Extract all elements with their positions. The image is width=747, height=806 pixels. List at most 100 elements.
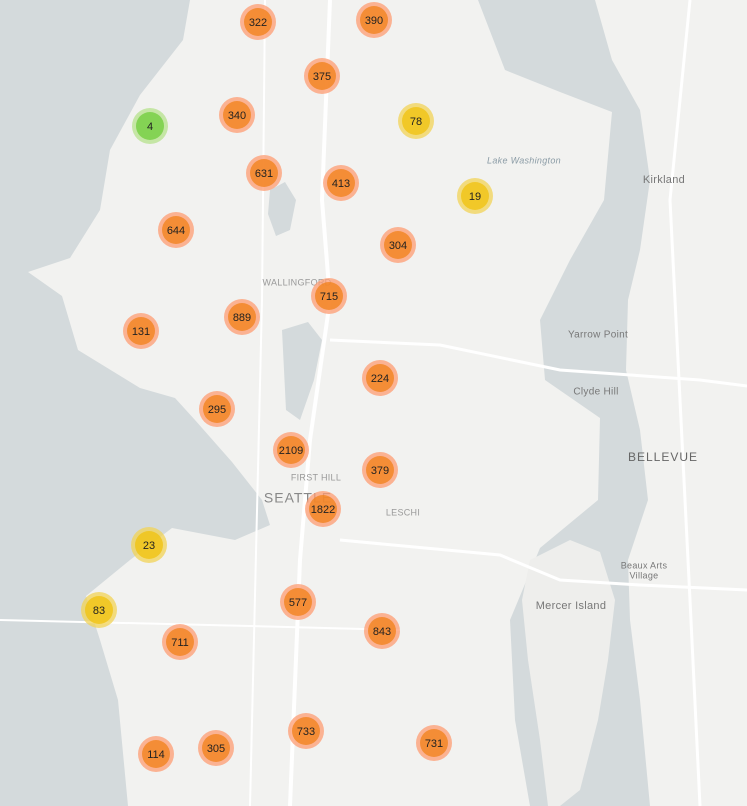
cluster-count: 2109 [279, 445, 303, 457]
cluster-marker[interactable]: 631 [246, 155, 282, 191]
cluster-count: 889 [233, 312, 251, 324]
cluster-marker[interactable]: 114 [138, 736, 174, 772]
cluster-marker[interactable]: 711 [162, 624, 198, 660]
place-label: LESCHI [386, 507, 420, 517]
place-label: Mercer Island [536, 600, 607, 612]
cluster-core [135, 531, 163, 559]
cluster-core [315, 282, 343, 310]
cluster-core [366, 364, 394, 392]
cluster-marker[interactable]: 83 [81, 592, 117, 628]
place-label: Yarrow Point [568, 330, 628, 341]
cluster-marker[interactable]: 322 [240, 4, 276, 40]
green-lake [268, 182, 296, 236]
cluster-count: 322 [249, 17, 267, 29]
cluster-marker[interactable]: 889 [224, 299, 260, 335]
cluster-count: 23 [143, 540, 155, 552]
cluster-marker[interactable]: 733 [288, 713, 324, 749]
cluster-marker[interactable]: 131 [123, 313, 159, 349]
cluster-count: 224 [371, 373, 389, 385]
cluster-core [228, 303, 256, 331]
place-label: BELLEVUE [628, 450, 698, 464]
cluster-core [85, 596, 113, 624]
cluster-core [284, 588, 312, 616]
cluster-marker[interactable]: 375 [304, 58, 340, 94]
cluster-count: 631 [255, 168, 273, 180]
place-label: Beaux Arts [621, 560, 668, 570]
cluster-count: 340 [228, 110, 246, 122]
cluster-count: 83 [93, 605, 105, 617]
cluster-core [384, 231, 412, 259]
cluster-core [309, 495, 337, 523]
cluster-marker[interactable]: 295 [199, 391, 235, 427]
cluster-count: 731 [425, 738, 443, 750]
cluster-count: 1822 [311, 504, 335, 516]
cluster-core [308, 62, 336, 90]
cluster-marker[interactable]: 78 [398, 103, 434, 139]
cluster-core [368, 617, 396, 645]
cluster-core [244, 8, 272, 36]
cluster-core [127, 317, 155, 345]
cluster-core [461, 182, 489, 210]
cluster-core [366, 456, 394, 484]
cluster-marker[interactable]: 379 [362, 452, 398, 488]
cluster-count: 644 [167, 225, 185, 237]
cluster-count: 295 [208, 404, 226, 416]
place-label: Lake Washington [487, 155, 561, 165]
cluster-count: 304 [389, 240, 407, 252]
cluster-marker[interactable]: 224 [362, 360, 398, 396]
lake-union [282, 322, 322, 420]
cluster-core [142, 740, 170, 768]
cluster-core [277, 436, 305, 464]
cluster-core [327, 169, 355, 197]
mercer-island [522, 540, 615, 806]
cluster-count: 711 [171, 637, 189, 649]
cluster-count: 843 [373, 626, 391, 638]
cluster-count: 715 [320, 291, 338, 303]
cluster-core [202, 734, 230, 762]
cluster-marker[interactable]: 731 [416, 725, 452, 761]
place-label: WALLINGFORD [263, 277, 332, 287]
cluster-marker[interactable]: 390 [356, 2, 392, 38]
cluster-core [223, 101, 251, 129]
cluster-count: 413 [332, 178, 350, 190]
cluster-count: 305 [207, 743, 225, 755]
cluster-core [166, 628, 194, 656]
cluster-core [162, 216, 190, 244]
place-label: FIRST HILL [291, 472, 341, 482]
cluster-marker[interactable]: 2109 [273, 432, 309, 468]
cluster-count: 114 [147, 749, 165, 761]
place-label: Kirkland [643, 174, 685, 186]
place-label: Clyde Hill [573, 387, 618, 398]
cluster-core [292, 717, 320, 745]
cluster-core [250, 159, 278, 187]
cluster-marker[interactable]: 644 [158, 212, 194, 248]
cluster-marker[interactable]: 413 [323, 165, 359, 201]
cluster-marker[interactable]: 304 [380, 227, 416, 263]
cluster-count: 78 [410, 116, 422, 128]
cluster-count: 19 [469, 191, 481, 203]
cluster-core [402, 107, 430, 135]
cluster-marker[interactable]: 4 [132, 108, 168, 144]
clusters: 322 390 375 4 340 78 631 413 19 644 304 715 889 131 22… [81, 2, 493, 772]
cluster-marker[interactable]: 715 [311, 278, 347, 314]
cluster-count: 577 [289, 597, 307, 609]
cluster-core [420, 729, 448, 757]
cluster-count: 379 [371, 465, 389, 477]
cluster-count: 390 [365, 15, 383, 27]
cluster-marker[interactable]: 1822 [305, 491, 341, 527]
cluster-count: 131 [132, 326, 150, 338]
cluster-marker[interactable]: 577 [280, 584, 316, 620]
cluster-count: 375 [313, 71, 331, 83]
cluster-count: 733 [297, 726, 315, 738]
cluster-marker[interactable]: 19 [457, 178, 493, 214]
cluster-marker[interactable]: 305 [198, 730, 234, 766]
puget-sound [0, 0, 270, 806]
cluster-core [203, 395, 231, 423]
cluster-marker[interactable]: 843 [364, 613, 400, 649]
cluster-marker[interactable]: 340 [219, 97, 255, 133]
place-label: Village [630, 570, 659, 580]
cluster-marker[interactable]: 23 [131, 527, 167, 563]
cluster-count: 4 [147, 121, 153, 133]
cluster-core [360, 6, 388, 34]
